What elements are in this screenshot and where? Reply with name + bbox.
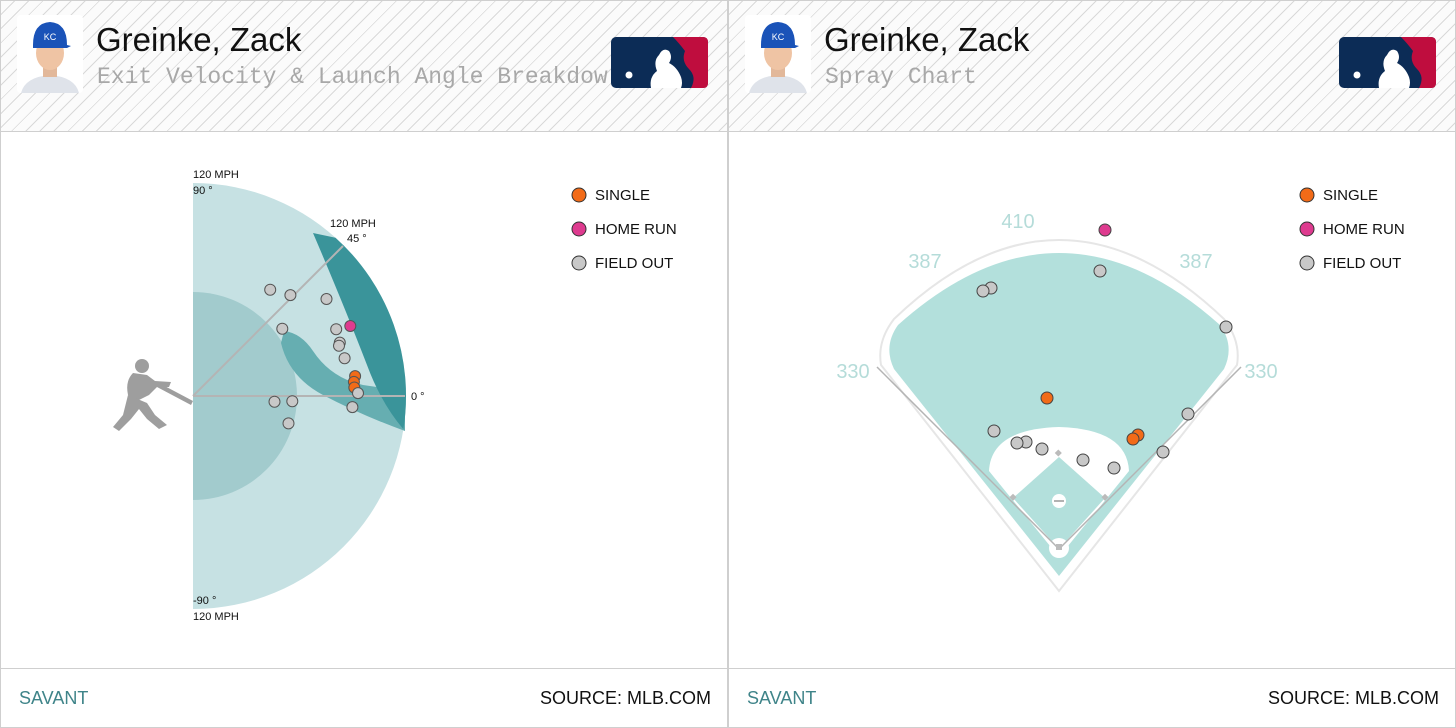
panel-footer: SAVANT SOURCE: MLB.COM (729, 668, 1455, 727)
ballpark (876, 239, 1242, 593)
axis-mid-angle: 45 ° (347, 233, 367, 245)
spray-points (976, 223, 1233, 475)
batter-silhouette-icon (113, 359, 193, 431)
svg-text:KC: KC (44, 32, 57, 42)
distance-center: 410 (1001, 211, 1034, 233)
mlb-logo (1339, 37, 1436, 88)
legend-item-home-run: HOME RUN (1299, 221, 1405, 238)
spray-chart: 330 387 410 387 330 SINGLE HOME RUN FIELD … (729, 133, 1455, 669)
spray-point-home-run (1098, 223, 1112, 237)
player-headshot: KC (745, 15, 811, 93)
legend-item-single: SINGLE (1299, 187, 1378, 204)
batted-ball-point-field-out (276, 322, 289, 335)
legend-label: FIELD OUT (1323, 255, 1401, 272)
legend-swatch (571, 221, 587, 237)
player-name: Greinke, Zack (824, 21, 1030, 58)
barrel-zone (313, 233, 407, 430)
spray-point-field-out (1107, 461, 1121, 475)
spray-point-field-out (1156, 445, 1170, 459)
savant-label: SAVANT (747, 688, 817, 708)
distance-left-line: 330 (836, 361, 869, 383)
legend-item-field-out: FIELD OUT (1299, 255, 1401, 272)
legend-swatch (1299, 187, 1315, 203)
axis-mid-speed: 120 MPH (330, 218, 376, 230)
legend-swatch (1299, 255, 1315, 271)
legend: SINGLE HOME RUN FIELD OUT (571, 187, 677, 272)
legend-label: FIELD OUT (595, 255, 673, 272)
savant-label: SAVANT (19, 688, 89, 708)
spray-point-field-out (987, 424, 1001, 438)
svg-text:KC: KC (772, 32, 785, 42)
batted-ball-point-field-out (352, 387, 364, 400)
axis-bottom-angle: -90 ° (193, 595, 216, 607)
fence-distances: 330 387 410 387 330 (836, 211, 1277, 383)
spray-chart-svg: 330 387 410 387 330 SINGLE HOME RUN FIELD … (836, 187, 1405, 593)
home-plate (1056, 544, 1062, 550)
batted-ball-point-field-out (282, 417, 295, 430)
player-name: Greinke, Zack (96, 21, 302, 58)
legend-swatch (1299, 221, 1315, 237)
legend-item-single: SINGLE (571, 187, 650, 204)
legend-label: SINGLE (1323, 187, 1378, 204)
legend-label: SINGLE (595, 187, 650, 204)
forty-five-angle-line (192, 245, 344, 397)
legend-label: HOME RUN (1323, 221, 1405, 238)
solid-contact-zone (281, 331, 405, 431)
spray-point-field-out (1076, 453, 1090, 467)
ev-la-panel: KC Greinke, Zack Exit Velocity & Launch … (0, 0, 728, 728)
ev-la-points (264, 283, 364, 430)
ev-la-chart: 120 MPH 90 ° 120 MPH 45 ° 0 ° -90 ° 120 … (1, 133, 727, 669)
legend-swatch (571, 187, 587, 203)
spray-point-field-out (1035, 442, 1049, 456)
distance-right-center: 387 (1179, 251, 1212, 273)
panel-header: KC Greinke, Zack Spray Chart (729, 1, 1455, 132)
batted-ball-point-field-out (333, 339, 345, 352)
axis-top-angle: 90 ° (193, 185, 213, 197)
spray-point-field-out (1219, 320, 1233, 334)
spray-point-field-out (1093, 264, 1107, 278)
source-label: SOURCE: MLB.COM (1267, 688, 1439, 708)
batted-ball-point-home-run (344, 320, 357, 332)
spray-point-field-out (1010, 436, 1024, 450)
legend-item-field-out: FIELD OUT (571, 255, 673, 272)
second-base (1054, 449, 1062, 457)
distance-right-line: 330 (1244, 361, 1277, 383)
player-headshot: KC (17, 15, 83, 93)
batted-ball-point-field-out (284, 289, 297, 302)
batted-ball-point-field-out (346, 401, 359, 414)
chart-subtitle: Exit Velocity & Launch Angle Breakdow (97, 64, 608, 90)
spray-point-field-out (1181, 407, 1195, 421)
legend-swatch (571, 255, 587, 271)
batted-ball-point-field-out (320, 293, 333, 305)
legend: SINGLE HOME RUN FIELD OUT (1299, 187, 1405, 272)
mlb-logo (611, 37, 708, 88)
batted-ball-point-field-out (338, 352, 351, 365)
distance-left-center: 387 (908, 251, 941, 273)
legend-item-home-run: HOME RUN (571, 221, 677, 238)
ev-la-chart-svg: 120 MPH 90 ° 120 MPH 45 ° 0 ° -90 ° 120 … (113, 169, 677, 623)
spray-point-single (1040, 391, 1054, 405)
left-foul-line (876, 366, 1060, 550)
ev-la-axes: 120 MPH 90 ° 120 MPH 45 ° 0 ° -90 ° 120 … (192, 169, 425, 623)
right-foul-line (1058, 366, 1242, 550)
source-label: SOURCE: MLB.COM (539, 688, 711, 708)
third-base (1009, 493, 1017, 501)
legend-label: HOME RUN (595, 221, 677, 238)
spray-point-field-out (976, 284, 990, 298)
axis-bottom-speed: 120 MPH (193, 611, 239, 623)
axis-zero-angle: 0 ° (411, 391, 425, 403)
outfield-grass (889, 253, 1229, 576)
spray-chart-panel: KC Greinke, Zack Spray Chart (728, 0, 1456, 728)
batted-ball-point-field-out (286, 395, 299, 408)
batted-ball-point-field-out (330, 323, 343, 336)
chart-subtitle: Spray Chart (825, 64, 977, 90)
spray-point-single (1126, 432, 1140, 446)
batted-ball-point-field-out (268, 395, 281, 408)
panel-header: KC Greinke, Zack Exit Velocity & Launch … (1, 1, 727, 132)
panel-footer: SAVANT SOURCE: MLB.COM (1, 668, 727, 727)
batted-ball-point-field-out (264, 283, 277, 296)
axis-top-speed: 120 MPH (193, 169, 239, 181)
